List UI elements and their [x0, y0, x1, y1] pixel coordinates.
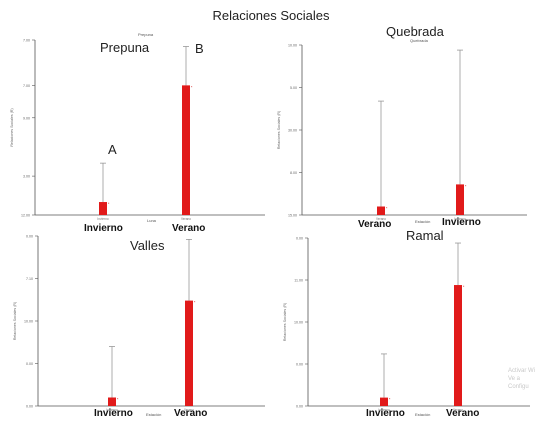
bar [454, 285, 462, 406]
bar-data-label: * [389, 398, 391, 402]
bar [108, 397, 116, 406]
y-tick-label: 10.00 [294, 321, 303, 325]
category-small-label: Invierno [97, 217, 109, 221]
category-small-label: Verano [181, 217, 191, 221]
category-label-invierno: Invierno [366, 408, 405, 419]
category-label-verano: Verano [172, 223, 206, 234]
y-tick-label: 0.00 [26, 362, 33, 366]
y-axis-label: Relaciones Sociales (R) [10, 108, 14, 146]
chart-panel-valles: 0.00 0.00 10.00 7.10 0.00 Relaciones Sociales… [13, 235, 265, 412]
panel-title-quebrada: Quebrada [386, 24, 444, 39]
y-tick-label: 0.00 [296, 237, 303, 241]
y-tick-label: 9.00 [23, 116, 30, 120]
y-tick-label: 0.00 [26, 405, 33, 409]
bar-data-label: * [465, 184, 467, 188]
significance-letter-a: A [108, 142, 117, 157]
x-small-label: Estación [415, 412, 431, 417]
chart-panel-ramal: 0.00 0.00 10.00 11.00 0.00 Relaciones Sociale… [283, 237, 530, 412]
bar [456, 184, 464, 215]
y-tick-label: 7.00 [23, 39, 30, 43]
y-tick-label: 15.00 [288, 214, 297, 218]
category-small-label: Verano [376, 217, 386, 221]
category-small-label: Invierno [454, 217, 466, 221]
category-label-verano: Verano [446, 408, 480, 419]
bar [182, 85, 190, 216]
panel-small-title-prepuna: Prepuna [138, 32, 154, 37]
bar-data-label: * [191, 85, 193, 89]
panel-title-ramal: Ramal [406, 228, 444, 243]
category-label-invierno: Invierno [84, 223, 123, 234]
y-tick-label: 30.00 [288, 129, 297, 133]
category-label-verano: Verano [358, 219, 392, 230]
bar [380, 397, 388, 406]
panel-small-title-quebrada: Quebrada [410, 38, 428, 43]
bar [185, 300, 193, 406]
y-tick-label: 10.00 [288, 44, 297, 48]
y-tick-label: 7.00 [23, 84, 30, 88]
y-tick-label: 0.00 [296, 405, 303, 409]
category-small-label: Invierno [378, 408, 390, 412]
category-label-verano: Verano [174, 408, 208, 419]
y-axis-label: Relaciones Sociales (R) [283, 303, 287, 341]
bar-data-label: * [108, 202, 110, 206]
y-tick-label: 7.10 [26, 277, 33, 281]
y-axis-label: Relaciones Sociales (R) [277, 111, 281, 149]
bar-data-label: * [386, 207, 388, 211]
category-label-invierno: Invierno [442, 217, 481, 228]
y-tick-label: 0.00 [296, 363, 303, 367]
y-tick-label: 11.00 [294, 279, 303, 283]
category-small-label: Invierno [106, 408, 118, 412]
y-axis-label: Relaciones Sociales (R) [13, 302, 17, 340]
category-small-label: Verano [184, 408, 194, 412]
bar [377, 206, 385, 215]
category-small-label: Verano [453, 408, 463, 412]
y-tick-label: 10.00 [24, 320, 33, 324]
y-tick-label: 12.00 [21, 214, 30, 218]
bar [99, 202, 107, 215]
chart-panel-quebrada: 15.00 8.00 30.00 5.00 10.00 Relaciones Social… [277, 44, 527, 221]
bar-data-label: * [463, 285, 465, 289]
y-tick-label: 5.00 [290, 86, 297, 90]
panel-title-prepuna: Prepuna [100, 40, 150, 55]
windows-activation-watermark: Activar Wi Ve a Configu [508, 367, 542, 391]
x-small-label: Luna [147, 218, 156, 223]
y-tick-label: 0.00 [26, 235, 33, 239]
x-small-label: Estación [415, 219, 431, 224]
bar-data-label: * [194, 301, 196, 305]
y-tick-label: 8.00 [290, 171, 297, 175]
chart-title: Relaciones Sociales [212, 8, 330, 23]
watermark-line-1: Activar Wi [508, 368, 535, 374]
chart-panel-prepuna: 12.00 3.00 9.00 7.00 7.00 Relaciones Sociales… [10, 39, 265, 221]
category-label-invierno: Invierno [94, 408, 133, 419]
x-small-label: Estación [146, 412, 162, 417]
significance-letter-b: B [195, 41, 204, 56]
watermark-line-2: Ve a Configu [508, 376, 529, 390]
panel-title-valles: Valles [130, 238, 165, 253]
bar-data-label: * [117, 398, 119, 402]
y-tick-label: 3.00 [23, 175, 30, 179]
